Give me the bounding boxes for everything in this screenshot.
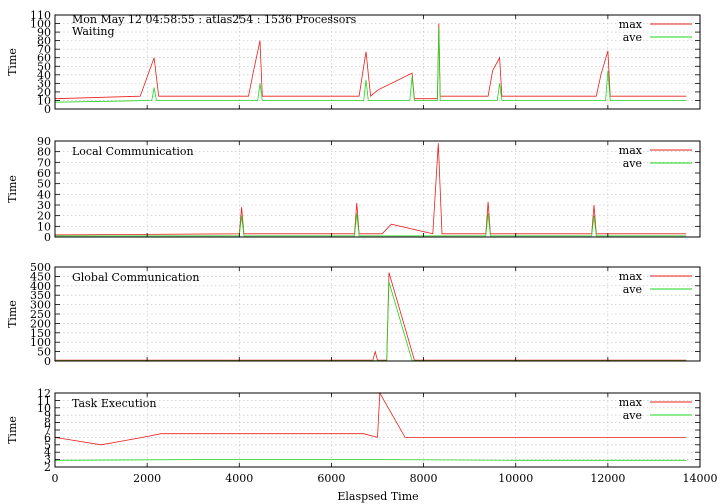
y-tick-label: 5 <box>44 439 51 452</box>
y-tick-label: 10 <box>37 94 51 107</box>
y-tick-label: 20 <box>37 210 51 223</box>
plot-frame <box>54 14 701 110</box>
y-tick-label: 500 <box>30 261 51 274</box>
y-tick-label: 150 <box>30 327 51 340</box>
y-tick-label: 300 <box>30 299 51 312</box>
y-tick-label: 40 <box>37 69 51 82</box>
y-tick-label: 30 <box>37 199 51 212</box>
y-tick-label: 0 <box>44 355 51 368</box>
legend-label-max: max <box>619 144 643 157</box>
y-tick-label: 60 <box>37 52 51 65</box>
y-tick-label: 3 <box>44 454 51 467</box>
legend-label-max: max <box>619 396 643 409</box>
x-tick-label: 10000 <box>498 472 533 485</box>
y-tick-label: 9 <box>44 409 51 422</box>
y-tick-label: 100 <box>30 336 51 349</box>
series-line-ave <box>54 27 687 103</box>
y-tick-label: 50 <box>37 60 51 73</box>
header-text: Mon May 12 04:58:55 : atlas254 : 1536 Pr… <box>72 13 357 26</box>
y-tick-label: 10 <box>37 402 51 415</box>
x-tick-label: 0 <box>52 472 59 485</box>
x-axis: 0 2000 4000 6000 8000 10000 12000 14000 <box>52 472 718 485</box>
y-tick-label: 20 <box>37 86 51 99</box>
y-axis-label: Time <box>6 48 19 76</box>
y-tick-label: 11 <box>37 394 51 407</box>
y-tick-label: 10 <box>37 220 51 233</box>
panel-title: Waiting <box>72 25 115 38</box>
x-tick-label: 2000 <box>133 472 161 485</box>
y-tick-label: 0 <box>44 103 51 116</box>
y-tick-label: 30 <box>37 77 51 90</box>
y-tick-label: 50 <box>37 346 51 359</box>
panel-title: Local Communication <box>72 145 194 158</box>
series-line-max <box>54 391 687 446</box>
legend-label-ave: ave <box>623 409 642 422</box>
y-tick-label: 70 <box>37 156 51 169</box>
y-tick-label: 8 <box>44 417 51 430</box>
x-tick-label: 6000 <box>317 472 345 485</box>
y-tick-label: 450 <box>30 270 51 283</box>
y-tick-label: 4 <box>44 446 51 459</box>
y-tick-label: 110 <box>30 9 51 22</box>
panel-title: Task Execution <box>72 397 156 410</box>
y-tick-label: 70 <box>37 43 51 56</box>
plot-frame <box>54 140 701 238</box>
series-line-ave <box>55 281 687 362</box>
y-tick-label: 90 <box>37 135 51 148</box>
y-tick-label: 100 <box>30 18 51 31</box>
y-tick-label: 90 <box>37 26 51 39</box>
panels: 0102030405060708090100110TimeWaitingmaxa… <box>6 9 701 474</box>
x-tick-label: 8000 <box>410 472 438 485</box>
x-tick-label: 4000 <box>225 472 253 485</box>
series-line-max <box>55 272 687 361</box>
legend-label-max: max <box>619 270 643 283</box>
y-tick-label: 40 <box>37 188 51 201</box>
legend-label-ave: ave <box>623 283 642 296</box>
panel-title: Global Communication <box>72 271 200 284</box>
y-tick-label: 50 <box>37 178 51 191</box>
y-tick-label: 80 <box>37 146 51 159</box>
y-tick-label: 80 <box>37 35 51 48</box>
y-tick-label: 12 <box>37 387 51 400</box>
y-tick-label: 6 <box>44 431 51 444</box>
series-line-max <box>54 23 687 100</box>
y-axis-label: Time <box>6 416 19 444</box>
y-tick-label: 250 <box>30 308 51 321</box>
y-tick-label: 400 <box>30 280 51 293</box>
y-axis-label: Time <box>6 300 19 328</box>
x-tick-label: 14000 <box>683 472 718 485</box>
y-tick-label: 2 <box>44 461 51 474</box>
y-tick-label: 200 <box>30 317 51 330</box>
legend-label-ave: ave <box>623 31 642 44</box>
x-axis-label: Elaspsed Time <box>337 490 418 503</box>
y-tick-label: 60 <box>37 167 51 180</box>
legend-label-max: max <box>619 18 643 31</box>
series-line-ave <box>54 459 687 461</box>
y-tick-label: 0 <box>44 231 51 244</box>
legend-label-ave: ave <box>623 157 642 170</box>
series-line-ave <box>55 213 687 237</box>
y-axis-label: Time <box>6 175 19 203</box>
y-tick-label: 7 <box>44 424 51 437</box>
x-tick-label: 12000 <box>590 472 625 485</box>
y-tick-label: 350 <box>30 289 51 302</box>
